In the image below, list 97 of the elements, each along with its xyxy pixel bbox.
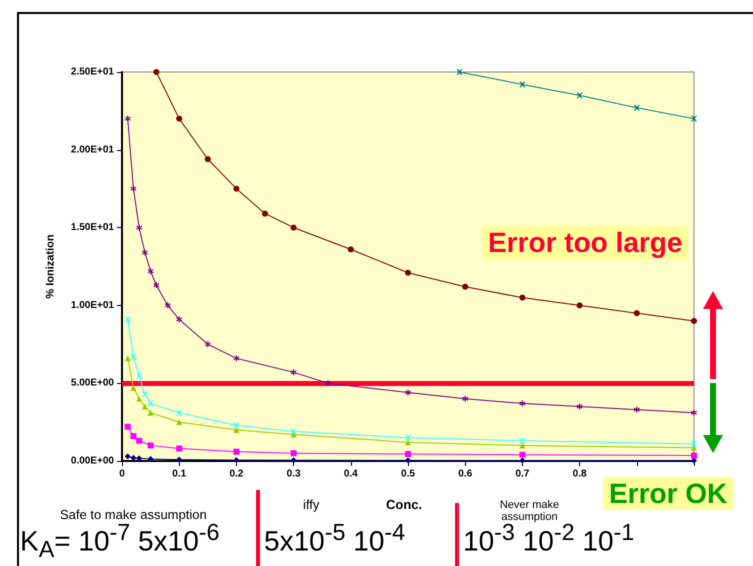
point [176, 419, 182, 426]
point [136, 438, 142, 444]
point [462, 284, 468, 290]
point [233, 355, 240, 362]
point [262, 210, 268, 217]
point [233, 422, 240, 428]
point [233, 186, 240, 192]
point [634, 104, 640, 111]
point [290, 428, 297, 434]
point [519, 452, 526, 458]
point [130, 186, 136, 192]
point [324, 380, 331, 386]
point [164, 302, 171, 308]
point [576, 92, 583, 98]
x-tick-label: 0.6 [458, 468, 473, 480]
y-tick-label: 5.00E+00 [70, 378, 114, 389]
point [405, 457, 411, 464]
point [691, 444, 697, 451]
point [348, 246, 354, 252]
y-tick-label: 1.00E+01 [70, 300, 114, 311]
point [176, 316, 182, 322]
point [462, 396, 468, 402]
x-tick-label: 0.7 [515, 468, 530, 480]
point [691, 452, 697, 459]
point [124, 316, 131, 322]
point [405, 451, 411, 457]
point [519, 81, 526, 88]
text: Error OK [603, 477, 734, 510]
point [130, 433, 136, 440]
point [124, 453, 131, 460]
y-tick-label: 2.00E+01 [70, 144, 114, 156]
point [153, 282, 160, 288]
point [136, 372, 142, 378]
point [148, 268, 154, 274]
point [176, 116, 182, 122]
point [148, 456, 154, 462]
point [405, 270, 411, 276]
point [148, 442, 154, 448]
x-tick-label: 0.5 [401, 468, 416, 480]
point [576, 404, 583, 410]
point [204, 156, 211, 162]
point [519, 438, 526, 444]
point [691, 440, 697, 447]
point [130, 454, 136, 461]
point [691, 410, 697, 416]
point [124, 116, 131, 122]
x-tick-label: 0.8 [572, 468, 587, 480]
y-axis-title: % Ionization [44, 234, 56, 299]
x-tick-label: 0.1 [172, 468, 187, 480]
x-tick-label: 0 [119, 468, 126, 480]
point [233, 426, 240, 433]
y-tick-label: 0.00E+00 [70, 456, 114, 466]
point [290, 457, 297, 464]
point [136, 396, 142, 402]
x-axis-title: Conc. [386, 497, 422, 512]
point [176, 446, 182, 452]
point [148, 400, 154, 406]
annotation: Error too large [482, 226, 688, 260]
point [124, 355, 131, 362]
point [456, 69, 462, 75]
text: 5x10$^{-5}$ 10$^{-4}$ [264, 519, 406, 556]
point [576, 302, 583, 308]
point [148, 410, 154, 416]
point [142, 391, 148, 398]
point [519, 442, 526, 448]
point [290, 450, 297, 456]
point [136, 455, 142, 462]
point [519, 294, 526, 301]
point [130, 354, 136, 360]
point [634, 310, 640, 316]
y-tick-label: 2.50E+01 [70, 66, 114, 78]
point [405, 439, 411, 446]
x-tick-label: 0.4 [344, 468, 358, 480]
y-tick-label: 1.50E+01 [70, 222, 114, 234]
point [176, 456, 182, 463]
point [405, 390, 411, 396]
point [233, 457, 240, 464]
point [142, 404, 148, 410]
text: iffy [303, 497, 320, 512]
point [233, 448, 240, 455]
point [405, 434, 411, 441]
x-tick-label: 0.3 [286, 468, 301, 480]
point [634, 406, 640, 413]
x-tick-label: 0.2 [229, 468, 244, 480]
point [290, 224, 297, 231]
point [130, 384, 136, 391]
point [124, 424, 131, 430]
point [153, 69, 160, 75]
point [142, 249, 148, 256]
point [691, 116, 697, 122]
point [290, 369, 297, 376]
point [136, 224, 142, 231]
point [519, 400, 526, 406]
point [204, 341, 211, 348]
text: Safe to make assumption [60, 507, 207, 522]
point [176, 410, 182, 416]
point [691, 318, 697, 324]
